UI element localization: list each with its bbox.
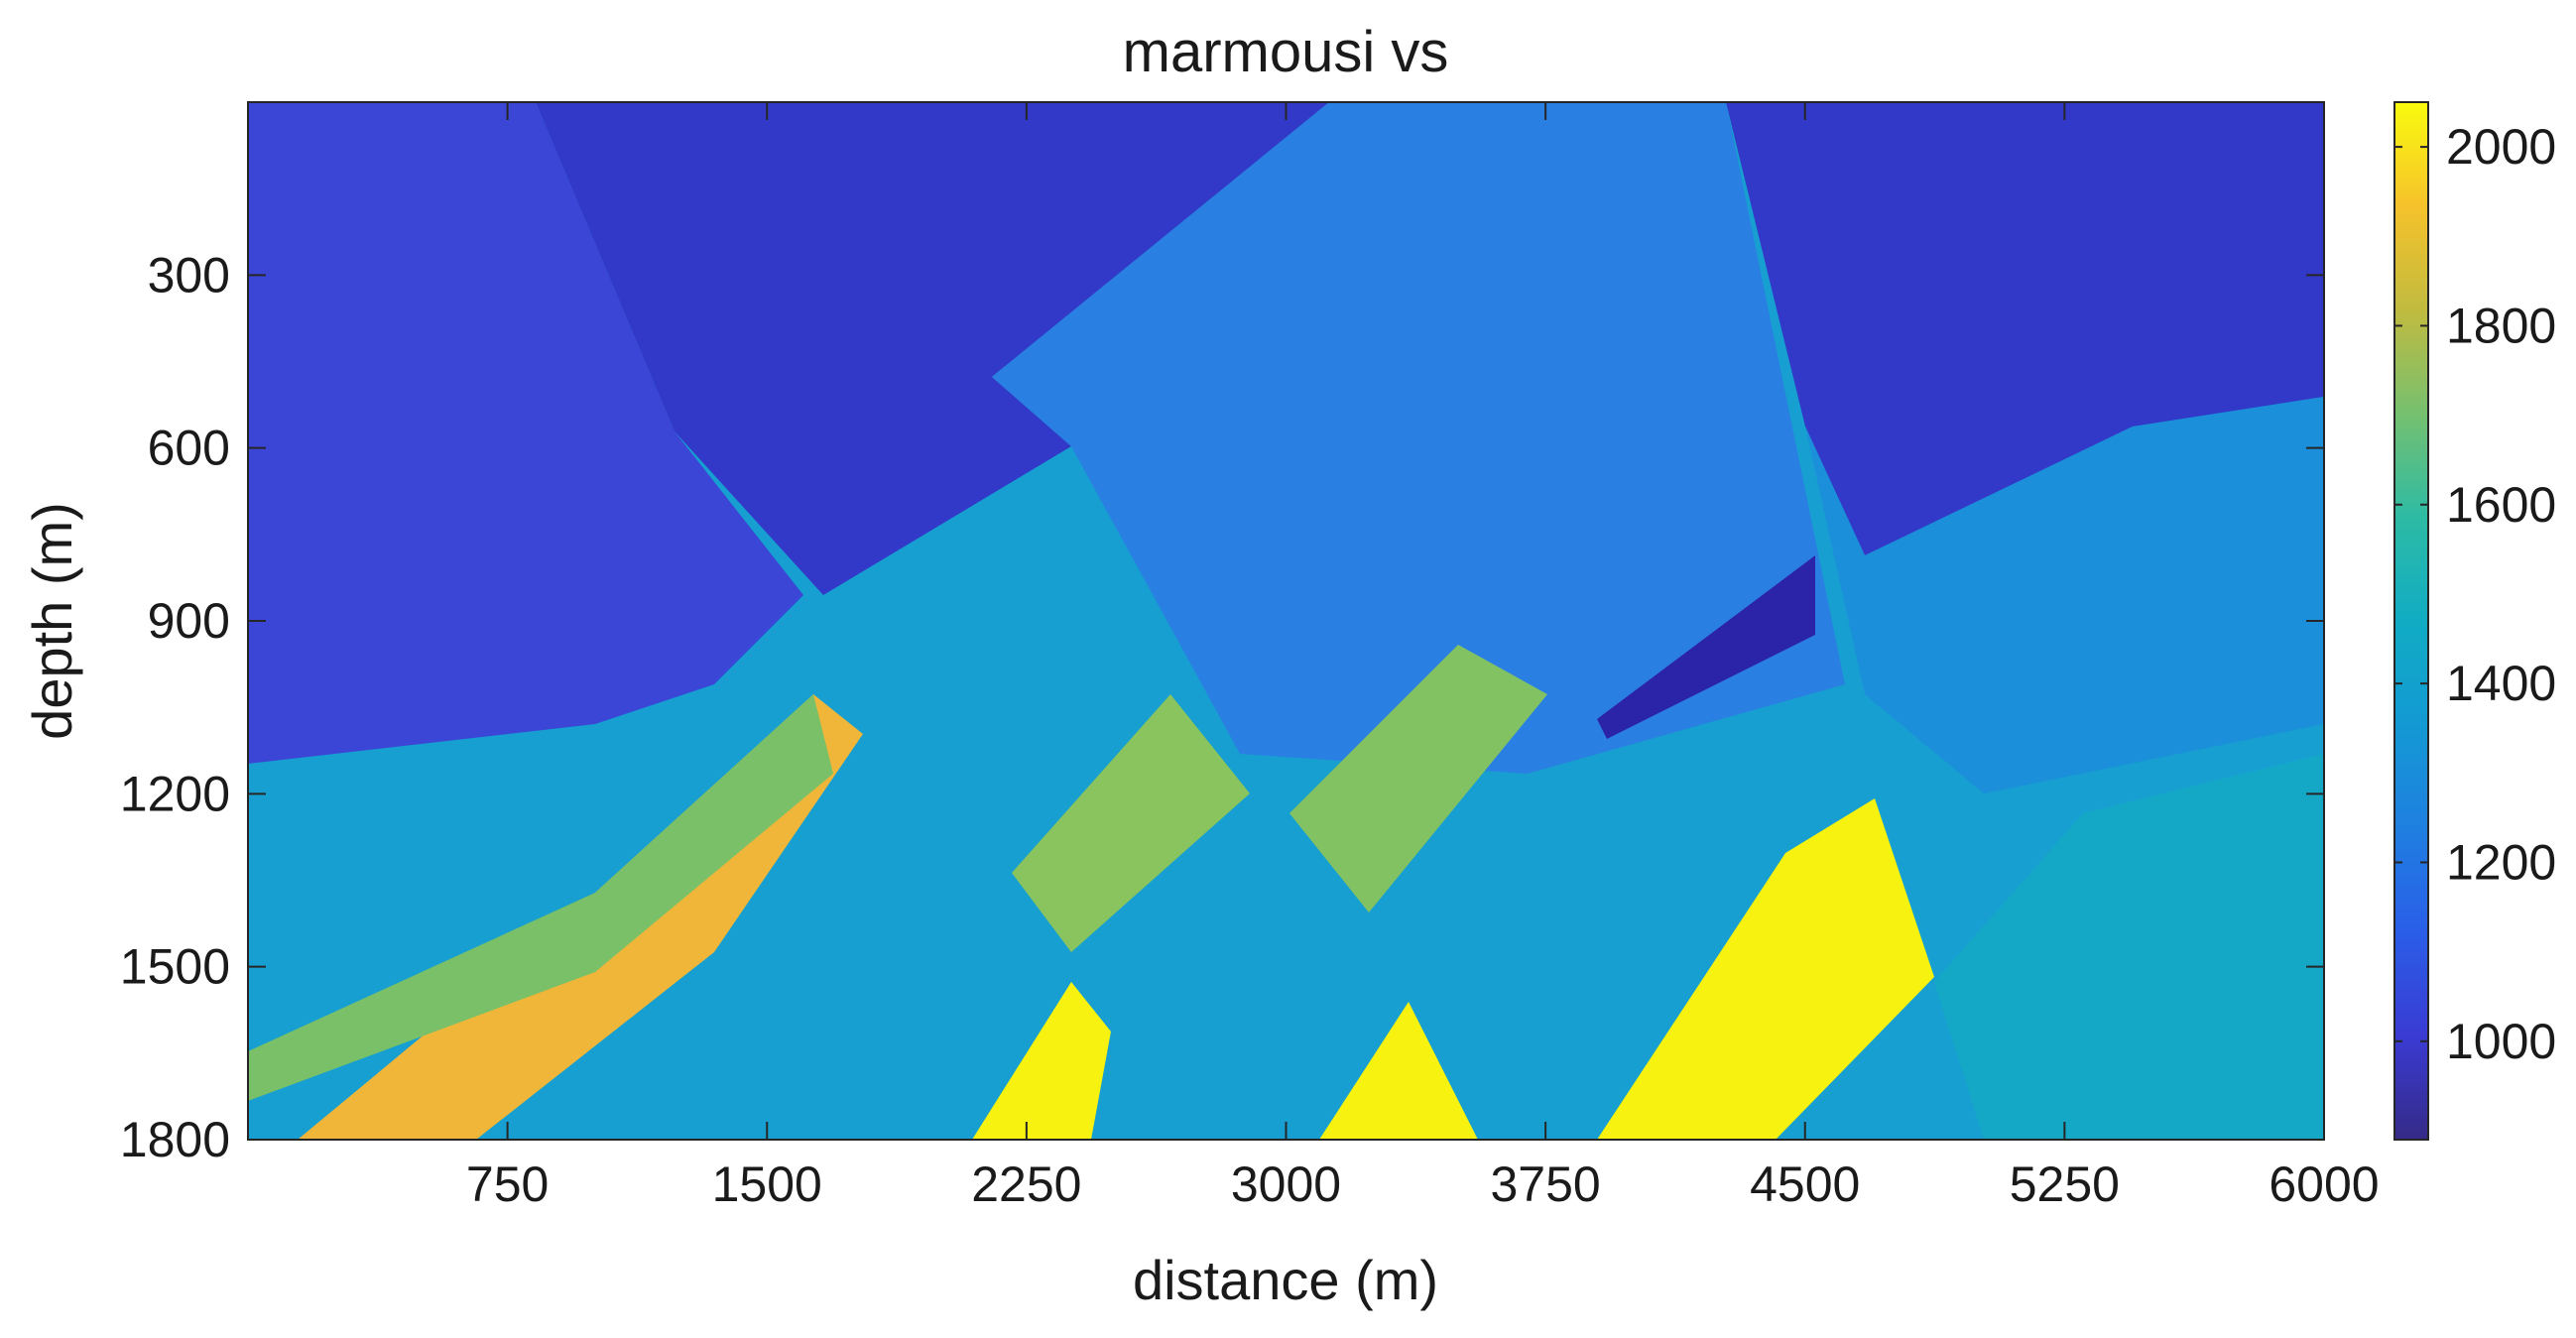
region-right-lower-layer (1934, 754, 2324, 1140)
region-shallow-center-block (536, 102, 1329, 595)
colorbar-tick-label: 1600 (2446, 477, 2556, 533)
x-tick-label: 2250 (971, 1156, 1081, 1212)
y-tick-label: 1800 (120, 1112, 230, 1167)
chart-title: marmousi vs (1123, 20, 1449, 84)
region-center-mid-block (992, 102, 1845, 774)
x-axis-ticks: 750 1500 2250 3000 3750 4500 5250 6000 (466, 102, 2380, 1212)
region-deep-left-mid-layer (248, 694, 833, 1101)
x-tick-label: 5250 (2010, 1156, 2120, 1212)
region-mid-right-fast-layer (1597, 798, 1934, 1140)
colorbar-tick-label: 1200 (2446, 834, 2556, 890)
y-tick-label: 1500 (120, 939, 230, 995)
heatmap-area (248, 102, 2324, 1140)
x-tick-label: 1500 (712, 1156, 822, 1212)
x-axis-label: distance (m) (1133, 1249, 1438, 1311)
region-right-low-velocity-lens (1597, 555, 1815, 739)
region-deep-center-fast-layer (972, 982, 1111, 1140)
y-tick-label: 900 (148, 593, 230, 649)
y-axis-label: depth (m) (21, 502, 83, 740)
y-tick-label: 600 (148, 421, 230, 476)
colorbar-tick-label: 1000 (2446, 1014, 2556, 1069)
colorbar-tick-label: 1400 (2446, 656, 2556, 711)
region-right-upper-block (1726, 102, 2324, 555)
x-tick-label: 3750 (1491, 1156, 1601, 1212)
y-tick-label: 1200 (120, 766, 230, 821)
colorbar-tick-label: 2000 (2446, 119, 2556, 175)
x-tick-label: 750 (466, 1156, 549, 1212)
colorbar-ticks: 1000 1200 1400 1600 1800 2000 (2394, 119, 2556, 1069)
y-tick-label: 300 (148, 247, 230, 303)
colorbar (2393, 101, 2429, 1141)
region-right-mid-block (1805, 397, 2324, 793)
region-deep-right-fast-layer (1319, 1002, 1478, 1140)
region-mid-right-slope-layer (1289, 645, 1547, 912)
x-tick-label: 3000 (1231, 1156, 1341, 1212)
y-axis-ticks: 300 600 900 1200 1500 1800 (120, 247, 2324, 1167)
colorbar-tick-label: 1800 (2446, 298, 2556, 353)
x-tick-label: 6000 (2269, 1156, 2379, 1212)
region-shallow-left-block (248, 102, 803, 764)
x-tick-label: 4500 (1750, 1156, 1860, 1212)
region-center-slope-layer (1012, 694, 1250, 952)
